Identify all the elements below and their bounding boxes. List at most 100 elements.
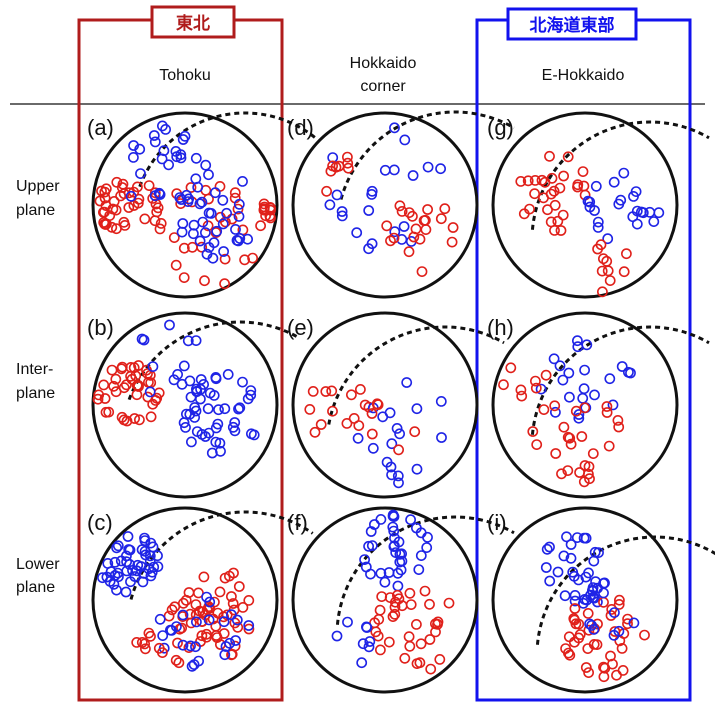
- tohoku-tag-box: [150, 5, 236, 39]
- blue-marker-f: [366, 540, 378, 551]
- blue-marker-a: [190, 173, 202, 185]
- blue-marker-a: [233, 198, 245, 210]
- blue-marker-g: [608, 176, 620, 188]
- blue-marker-f: [388, 511, 400, 522]
- blue-marker-a: [199, 227, 211, 238]
- red-marker-a: [178, 242, 190, 254]
- blue-marker-c: [147, 541, 159, 553]
- blue-marker-h: [572, 341, 584, 353]
- red-marker-b: [147, 398, 159, 410]
- blue-marker-b: [208, 389, 220, 401]
- blue-marker-c: [97, 572, 108, 584]
- blue-marker-f: [421, 542, 433, 553]
- red-marker-g: [557, 209, 569, 221]
- blue-marker-a: [135, 168, 146, 179]
- red-marker-g: [621, 248, 632, 260]
- blue-marker-c: [204, 596, 216, 608]
- red-marker-d: [435, 213, 447, 225]
- blue-marker-i: [558, 550, 570, 562]
- blue-marker-e: [411, 403, 423, 415]
- red-marker-g: [522, 175, 534, 187]
- blue-marker-a: [217, 218, 229, 230]
- red-marker-g: [604, 275, 616, 286]
- panel-grid: (a) (d) (g) (b) (e) (h) (c) (f) (i): [87, 110, 715, 694]
- blue-marker-c: [219, 649, 231, 661]
- marker-layer: [92, 120, 665, 683]
- blue-marker-g: [618, 167, 630, 179]
- red-marker-c: [183, 642, 195, 653]
- blue-marker-d: [331, 189, 343, 201]
- blue-marker-d: [324, 199, 336, 211]
- blue-marker-f: [410, 522, 422, 534]
- blue-marker-i: [552, 566, 564, 578]
- red-marker-f: [399, 652, 411, 664]
- red-marker-c: [211, 632, 223, 643]
- blue-marker-f: [359, 554, 370, 565]
- red-marker-h: [601, 407, 613, 418]
- blue-marker-a: [149, 136, 161, 148]
- red-marker-g: [549, 199, 561, 211]
- red-marker-a: [226, 213, 238, 225]
- blue-marker-c: [124, 544, 136, 556]
- blue-marker-a: [134, 143, 146, 155]
- red-marker-h: [540, 369, 552, 381]
- red-marker-i: [563, 647, 574, 659]
- red-marker-i: [605, 650, 616, 662]
- blue-marker-a: [127, 151, 139, 163]
- blue-marker-b: [138, 334, 150, 346]
- blue-marker-f: [364, 636, 376, 647]
- blue-marker-c: [177, 609, 189, 621]
- red-marker-f: [410, 619, 422, 630]
- red-marker-g: [515, 175, 527, 187]
- red-marker-b: [129, 413, 140, 424]
- blue-marker-d: [379, 164, 391, 176]
- red-marker-i: [617, 665, 629, 676]
- blue-marker-b: [182, 335, 194, 347]
- red-marker-i: [614, 594, 625, 606]
- red-marker-f: [404, 640, 416, 652]
- red-marker-h: [498, 379, 509, 391]
- red-marker-b: [142, 391, 154, 403]
- red-marker-c: [180, 594, 192, 606]
- blue-marker-e: [377, 411, 389, 423]
- blue-marker-c: [188, 659, 200, 670]
- blue-marker-g: [582, 195, 594, 207]
- red-marker-d: [447, 222, 459, 233]
- blue-marker-a: [148, 130, 160, 141]
- boundary-arc-d: [339, 110, 515, 200]
- red-marker-h: [530, 375, 541, 387]
- blue-marker-d: [336, 210, 348, 222]
- red-marker-g: [597, 286, 608, 298]
- blue-marker-c: [164, 624, 176, 636]
- tohoku-tag: 東北: [176, 13, 210, 34]
- blue-marker-b: [185, 391, 197, 403]
- blue-marker-f: [375, 514, 387, 525]
- blue-marker-b: [144, 386, 156, 398]
- blue-marker-i: [540, 562, 552, 573]
- red-marker-h: [516, 390, 528, 402]
- blue-marker-a: [233, 210, 245, 222]
- red-marker-a: [116, 182, 128, 193]
- red-marker-e: [372, 399, 384, 411]
- blue-marker-e: [386, 469, 397, 481]
- red-marker-a: [118, 216, 130, 228]
- stereonet-circle-d: [291, 111, 479, 299]
- blue-marker-i: [592, 596, 603, 608]
- red-marker-e: [409, 426, 421, 438]
- red-marker-a: [168, 232, 180, 243]
- red-marker-f: [443, 597, 455, 609]
- red-marker-d: [385, 235, 396, 247]
- red-marker-h: [576, 431, 588, 442]
- blue-marker-a: [203, 169, 214, 181]
- red-marker-b: [133, 414, 145, 426]
- blue-marker-d: [435, 163, 446, 175]
- red-marker-f: [424, 598, 435, 610]
- red-marker-a: [111, 223, 122, 235]
- blue-marker-e: [391, 422, 403, 434]
- blue-marker-b: [214, 437, 226, 449]
- red-marker-d: [439, 203, 451, 215]
- blue-marker-b: [206, 447, 218, 459]
- red-marker-g: [538, 192, 549, 204]
- blue-marker-c: [139, 532, 150, 544]
- red-marker-h: [603, 440, 615, 452]
